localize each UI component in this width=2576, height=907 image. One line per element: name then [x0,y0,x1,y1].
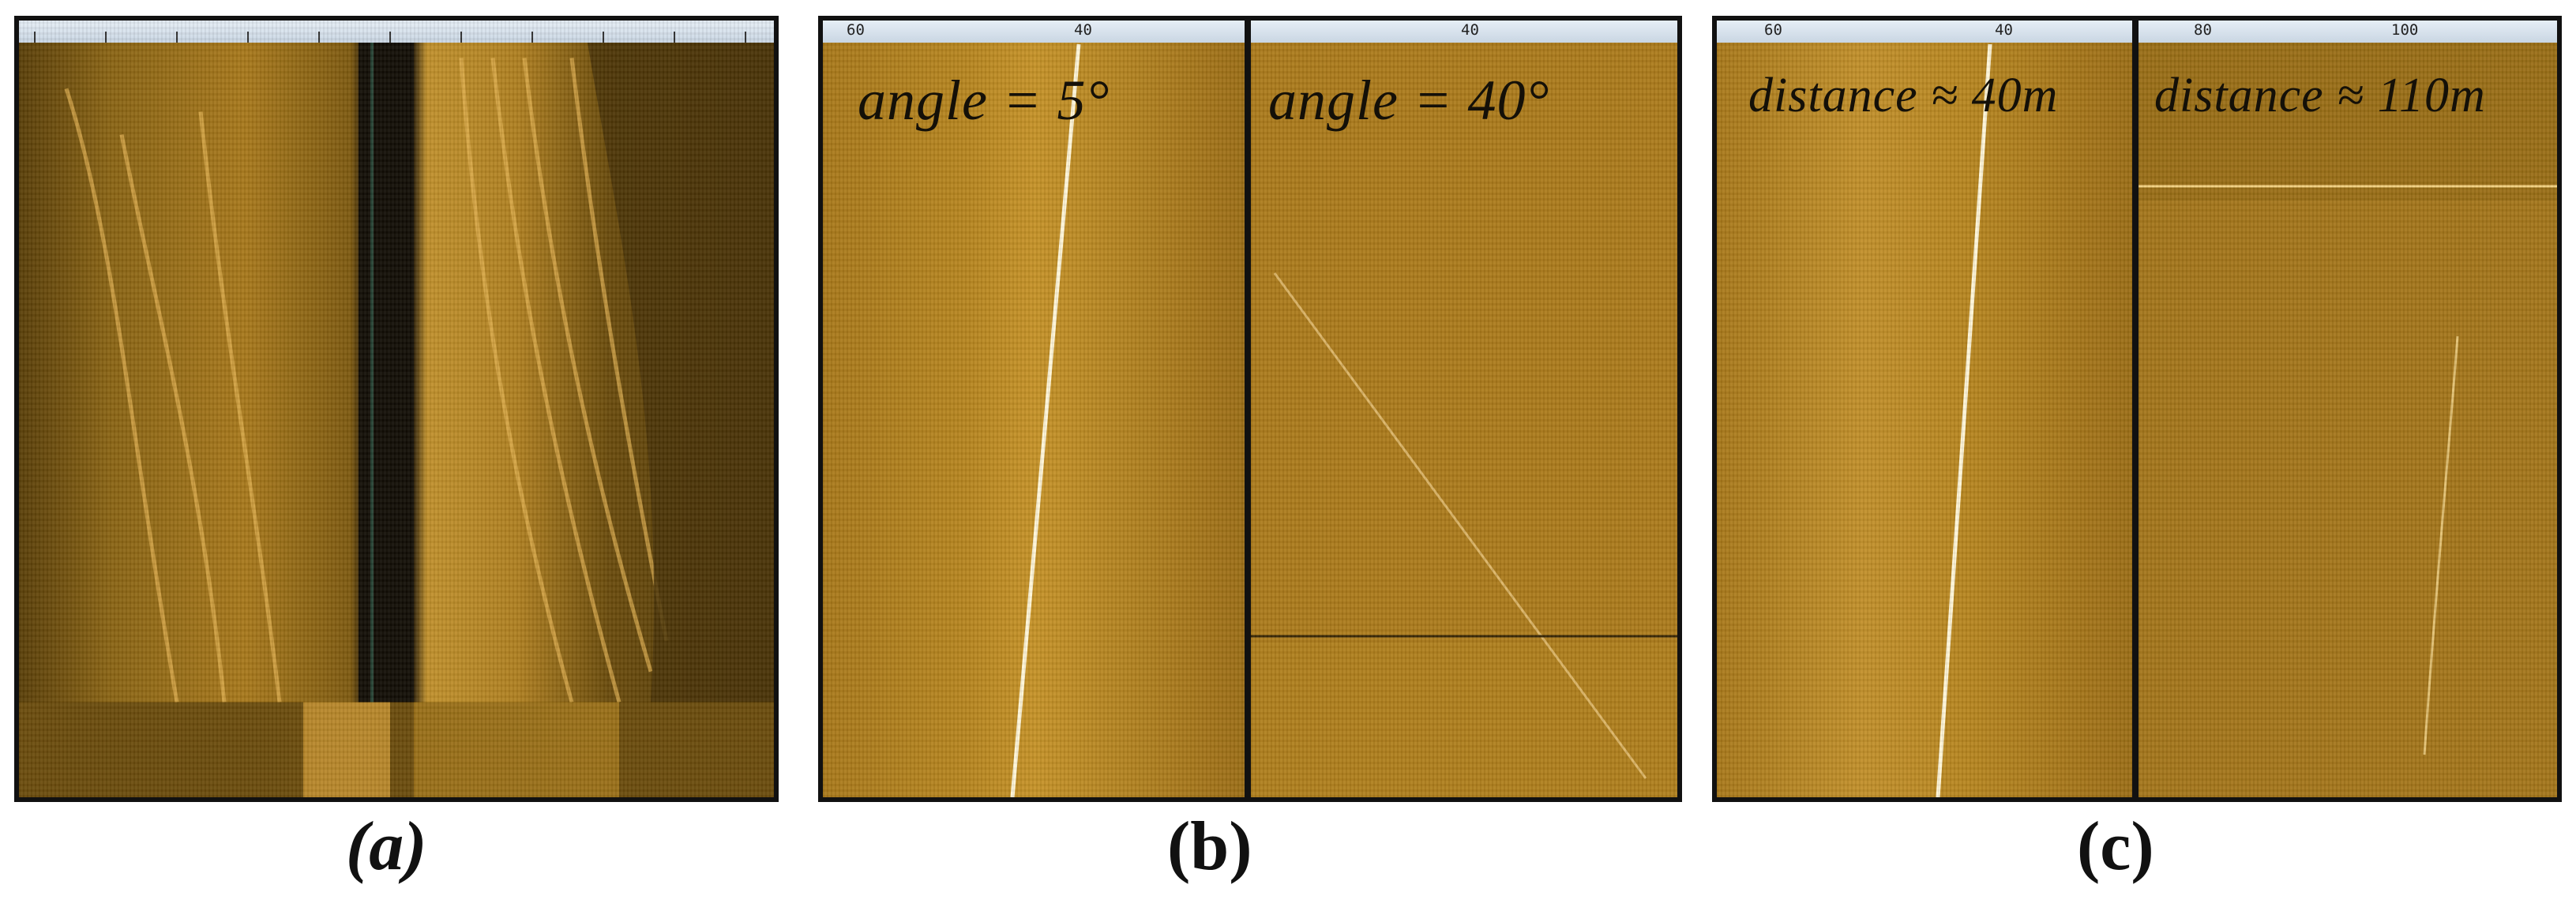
ruler-tick-label: 40 [1461,21,1479,39]
panel-b-sonar-pair: 60 40 angle = 5° 40 angle = 40° [818,16,1682,802]
angle-label-right: angle = 40° [1268,69,1550,132]
caption-c: (c) [2077,808,2154,885]
sonar-image-c-left [1717,43,2132,797]
panel-c-left-strip: 60 40 distance ≈ 40m [1717,21,2132,797]
sonar-texture [1717,43,2132,797]
sonar-texture [823,43,1245,797]
caption-b: (b) [1167,808,1252,885]
sonar-texture [2139,43,2557,797]
panel-a-sonar-image [14,16,779,802]
panel-c-right-strip: 80 100 distance ≈ 110m [2139,21,2557,797]
cable-trace-line [1010,43,1081,797]
cable-trace-line [2423,335,2459,755]
angle-label-left: angle = 5° [858,69,1110,132]
panel-divider [2132,21,2139,797]
sonar-image-b-left [823,43,1245,797]
ruler-tick-label: 100 [2391,21,2419,39]
panel-b-left-strip: 60 40 angle = 5° [823,21,1245,797]
ruler-tick-label: 60 [1764,21,1782,39]
ruler-tick-label: 60 [847,21,865,39]
ruler-bar-c-right: 80 100 [2139,21,2557,44]
caption-a: (a) [346,808,427,885]
sonar-image-c-right [2139,43,2557,797]
sonar-seabed-image-a [19,43,774,797]
distance-label-right: distance ≈ 110m [2154,69,2486,122]
sonar-texture-a [19,21,774,797]
panel-c-sonar-pair: 60 40 distance ≈ 40m 80 100 distance ≈ 1… [1712,16,2562,802]
panel-b-right-strip: 40 angle = 40° [1251,21,1677,797]
ruler-tick-label: 40 [1995,21,2013,39]
sonar-texture [1251,43,1677,797]
sonar-image-b-right [1251,43,1677,797]
ruler-tick-label: 40 [1074,21,1092,39]
cable-trace-line [1273,272,1647,779]
panel-divider [1245,21,1251,797]
cable-trace-line [1936,43,1992,797]
distance-label-left: distance ≈ 40m [1748,69,2059,122]
ruler-tick-label: 80 [2194,21,2212,39]
